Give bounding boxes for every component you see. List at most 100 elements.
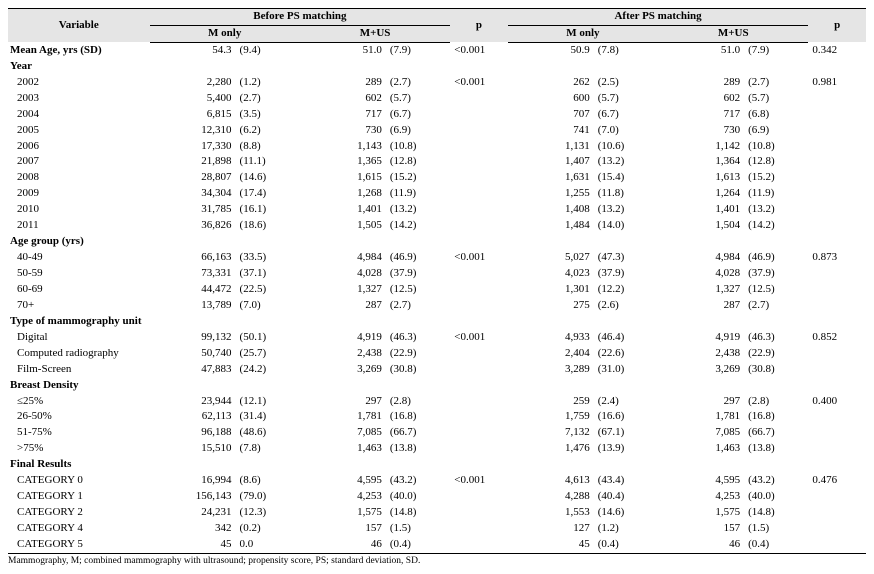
table-row: Computed radiography50,740(25.7)2,438(22… (8, 346, 866, 362)
cell: 717 (300, 107, 384, 123)
cell: 4,023 (508, 266, 592, 282)
cell (450, 521, 507, 537)
cell (808, 346, 866, 362)
table-row: CATEGORY 4342(0.2)157(1.5)127(1.2)157(1.… (8, 521, 866, 537)
cell: 4,595 (658, 473, 742, 489)
cell (450, 186, 507, 202)
cell (808, 266, 866, 282)
row-label: >75% (8, 441, 150, 457)
cell: 297 (300, 394, 384, 410)
cell: (1.5) (742, 521, 808, 537)
cell: (8.8) (234, 139, 300, 155)
row-label: 2002 (8, 75, 150, 91)
cell: 275 (508, 298, 592, 314)
cell: (0.4) (384, 537, 450, 553)
cell: 156,143 (150, 489, 234, 505)
cell: 1,301 (508, 282, 592, 298)
table-row: CATEGORY 224,231(12.3)1,575(14.8)1,553(1… (8, 505, 866, 521)
cell: (14.2) (742, 218, 808, 234)
cell: (11.1) (234, 154, 300, 170)
cell: (67.1) (592, 425, 658, 441)
cell: 4,288 (508, 489, 592, 505)
cell (450, 154, 507, 170)
row-label: 2006 (8, 139, 150, 155)
cell: (2.7) (234, 91, 300, 107)
cell: (10.6) (592, 139, 658, 155)
col-after: After PS matching (508, 9, 809, 26)
cell: 4,253 (300, 489, 384, 505)
cell: 5,027 (508, 250, 592, 266)
cell: (6.7) (384, 107, 450, 123)
cell: 6,815 (150, 107, 234, 123)
table-row: 20022,280(1.2)289(2.7)<0.001262(2.5)289(… (8, 75, 866, 91)
cell: 600 (508, 91, 592, 107)
cell: (13.2) (384, 202, 450, 218)
cell: 36,826 (150, 218, 234, 234)
cell: 1,631 (508, 170, 592, 186)
cell (808, 505, 866, 521)
cell: (12.3) (234, 505, 300, 521)
table-body: Mean Age, yrs (SD)54.3(9.4)51.0(7.9)<0.0… (8, 42, 866, 553)
cell: 1,759 (508, 409, 592, 425)
cell: 4,595 (300, 473, 384, 489)
cell: (13.8) (384, 441, 450, 457)
cell (450, 139, 507, 155)
cell: 51.0 (300, 42, 384, 58)
cell: (13.2) (592, 154, 658, 170)
cell (808, 154, 866, 170)
cell: (13.8) (742, 441, 808, 457)
cell: (43.2) (384, 473, 450, 489)
cell: (10.8) (384, 139, 450, 155)
cell: 21,898 (150, 154, 234, 170)
cell: 15,510 (150, 441, 234, 457)
table-row: 70+13,789(7.0)287(2.7)275(2.6)287(2.7) (8, 298, 866, 314)
row-label: 2003 (8, 91, 150, 107)
cell: (16.6) (592, 409, 658, 425)
cell (450, 489, 507, 505)
cell: 1,408 (508, 202, 592, 218)
cell (808, 91, 866, 107)
cell: (2.7) (384, 75, 450, 91)
cell: (1.2) (234, 75, 300, 91)
cell (808, 218, 866, 234)
cell: (5.7) (742, 91, 808, 107)
cell: (46.9) (384, 250, 450, 266)
cell (450, 266, 507, 282)
cell: (6.2) (234, 123, 300, 139)
cell: 259 (508, 394, 592, 410)
cell (450, 218, 507, 234)
cell: (5.7) (592, 91, 658, 107)
cell (808, 202, 866, 218)
cell (450, 91, 507, 107)
table-row: 200617,330(8.8)1,143(10.8)1,131(10.6)1,1… (8, 139, 866, 155)
cell: 45 (508, 537, 592, 553)
cell: 289 (658, 75, 742, 91)
cell: 2,404 (508, 346, 592, 362)
cell: 1,268 (300, 186, 384, 202)
section-row: Age group (yrs) (8, 234, 866, 250)
cell: (2.4) (592, 394, 658, 410)
cell: 45 (150, 537, 234, 553)
cell: 157 (658, 521, 742, 537)
row-label: 50-59 (8, 266, 150, 282)
cell: (0.2) (234, 521, 300, 537)
cell: (18.6) (234, 218, 300, 234)
cell: 1,264 (658, 186, 742, 202)
cell: 4,984 (658, 250, 742, 266)
cell: 4,984 (300, 250, 384, 266)
row-label: Digital (8, 330, 150, 346)
cell: (11.9) (384, 186, 450, 202)
cell: (31.4) (234, 409, 300, 425)
cell: (37.9) (384, 266, 450, 282)
cell: 707 (508, 107, 592, 123)
cell: (43.4) (592, 473, 658, 489)
cell: 66,163 (150, 250, 234, 266)
cell: 1,553 (508, 505, 592, 521)
cell: (16.8) (742, 409, 808, 425)
cell (450, 123, 507, 139)
cell: 23,944 (150, 394, 234, 410)
cell: (12.8) (742, 154, 808, 170)
cell: 4,919 (300, 330, 384, 346)
row-label: CATEGORY 0 (8, 473, 150, 489)
row-label: 60-69 (8, 282, 150, 298)
